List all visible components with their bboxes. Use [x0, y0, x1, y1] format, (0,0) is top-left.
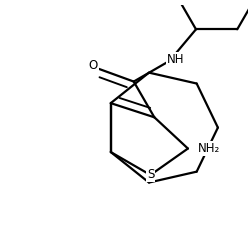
Text: S: S [147, 169, 154, 182]
Text: NH₂: NH₂ [198, 142, 220, 155]
Text: O: O [89, 59, 98, 72]
Text: NH: NH [167, 53, 184, 66]
